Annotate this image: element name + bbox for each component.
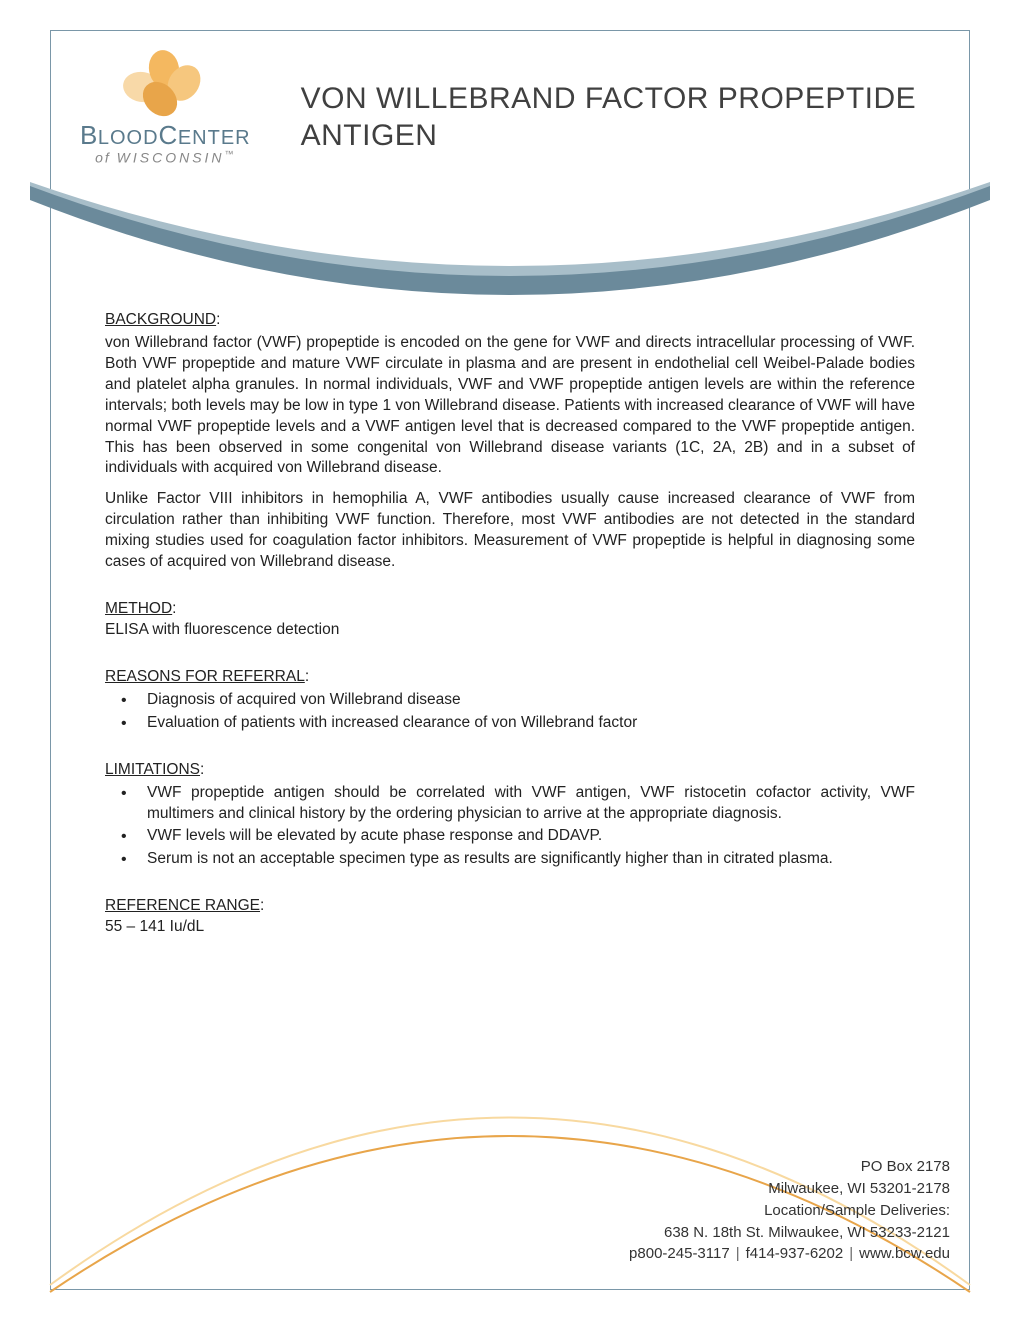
header: BLOODCENTER of WISCONSIN™ VON WILLEBRAND… <box>80 50 940 165</box>
background-p2: Unlike Factor VIII inhibitors in hemophi… <box>105 489 915 573</box>
logo-enter: ENTER <box>178 127 251 149</box>
section-reasons: REASONS FOR REFERRAL: Diagnosis of acqui… <box>105 667 915 734</box>
footer-web: www.bcw.edu <box>859 1245 950 1262</box>
section-method: METHOD: ELISA with fluorescence detectio… <box>105 599 915 641</box>
reasons-list: Diagnosis of acquired von Willebrand dis… <box>105 690 915 734</box>
heading-limitations: LIMITATIONS <box>105 761 200 778</box>
footer-city: Milwaukee, WI 53201-2178 <box>629 1178 950 1200</box>
heading-reasons: REASONS FOR REFERRAL <box>105 668 305 685</box>
logo-c: C <box>159 120 178 150</box>
footer: PO Box 2178 Milwaukee, WI 53201-2178 Loc… <box>629 1156 950 1265</box>
logo-of: of <box>95 150 117 166</box>
footer-phone: p800-245-3117 <box>629 1245 730 1262</box>
footer-fax: f414-937-6202 <box>746 1245 844 1262</box>
content: BACKGROUND: von Willebrand factor (VWF) … <box>105 310 915 964</box>
logo-text: BLOODCENTER of WISCONSIN™ <box>80 122 251 165</box>
list-item: Evaluation of patients with increased cl… <box>131 713 915 734</box>
logo: BLOODCENTER of WISCONSIN™ <box>80 50 251 165</box>
footer-address: 638 N. 18th St. Milwaukee, WI 53233-2121 <box>629 1222 950 1244</box>
list-item: VWF levels will be elevated by acute pha… <box>131 826 915 847</box>
section-background: BACKGROUND: von Willebrand factor (VWF) … <box>105 310 915 573</box>
document-title: VON WILLEBRAND FACTOR PROPEPTIDE ANTIGEN <box>301 80 940 155</box>
section-reference: REFERENCE RANGE: 55 – 141 Iu/dL <box>105 896 915 938</box>
logo-lood: LOOD <box>98 127 159 149</box>
limitations-list: VWF propeptide antigen should be correla… <box>105 783 915 871</box>
logo-tm: ™ <box>225 149 236 159</box>
footer-location-label: Location/Sample Deliveries: <box>629 1200 950 1222</box>
list-item: Serum is not an acceptable specimen type… <box>131 849 915 870</box>
background-p1: von Willebrand factor (VWF) propeptide i… <box>105 333 915 479</box>
logo-flower-icon <box>125 50 205 120</box>
heading-reference: REFERENCE RANGE <box>105 897 260 914</box>
list-item: VWF propeptide antigen should be correla… <box>131 783 915 825</box>
list-item: Diagnosis of acquired von Willebrand dis… <box>131 690 915 711</box>
logo-b: B <box>80 120 98 150</box>
footer-pobox: PO Box 2178 <box>629 1156 950 1178</box>
method-text: ELISA with fluorescence detection <box>105 620 915 641</box>
heading-background: BACKGROUND <box>105 311 216 328</box>
heading-method: METHOD <box>105 600 172 617</box>
section-limitations: LIMITATIONS: VWF propeptide antigen shou… <box>105 760 915 871</box>
logo-wisconsin: WISCONSIN <box>117 150 225 166</box>
footer-contact: p800-245-3117|f414-937-6202|www.bcw.edu <box>629 1243 950 1265</box>
reference-text: 55 – 141 Iu/dL <box>105 917 915 938</box>
